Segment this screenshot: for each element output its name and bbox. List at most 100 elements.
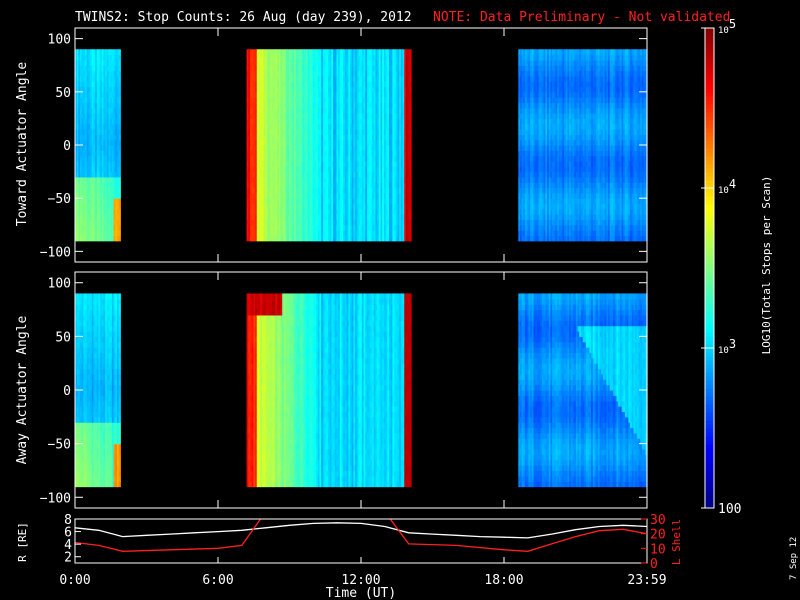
heatmap-cell	[248, 155, 251, 162]
heatmap-cell	[78, 70, 81, 77]
heatmap-cell	[287, 113, 290, 120]
heatmap-cell	[83, 160, 86, 167]
heatmap-cell	[283, 166, 287, 173]
heatmap-cell	[101, 224, 105, 231]
heatmap-cell	[108, 176, 111, 183]
heatmap-cell	[98, 86, 101, 93]
heatmap-cell	[96, 49, 100, 56]
heatmap-cell	[78, 187, 81, 194]
heatmap-cell	[115, 166, 118, 173]
heatmap-cell	[86, 214, 90, 221]
heatmap-cell	[113, 155, 116, 162]
heatmap-cell	[288, 150, 292, 157]
heatmap-cell	[270, 65, 273, 72]
heatmap-cell	[106, 208, 110, 215]
heatmap-cell	[105, 97, 108, 104]
heatmap-cell	[266, 134, 270, 141]
heatmap-cell	[249, 118, 253, 125]
heatmap-cell	[90, 102, 93, 109]
heatmap-cell	[78, 134, 81, 141]
heatmap-cell	[268, 102, 271, 109]
heatmap-cell	[265, 59, 268, 66]
heatmap-cell	[288, 182, 292, 189]
heatmap-cell	[261, 59, 265, 66]
heatmap-cell	[287, 49, 290, 56]
heatmap-cell	[270, 171, 273, 178]
heatmap-cell	[106, 70, 110, 77]
heatmap-cell	[256, 208, 260, 215]
heatmap-cell	[86, 134, 90, 141]
heatmap-cell	[101, 145, 105, 151]
heatmap-cell	[273, 86, 277, 93]
heatmap-cell	[288, 235, 292, 242]
heatmap-cell	[85, 97, 88, 104]
heatmap-cell	[266, 86, 270, 93]
heatmap-cell	[76, 113, 79, 120]
heatmap-cell	[96, 91, 100, 98]
heatmap-cell	[98, 219, 101, 226]
chart-title: TWINS2: Stop Counts: 26 Aug (day 239), 2…	[75, 10, 412, 25]
heatmap-cell	[80, 123, 83, 130]
heatmap-cell	[255, 214, 258, 221]
heatmap-cell	[108, 203, 111, 210]
heatmap-column	[105, 49, 108, 242]
heatmap-cell	[273, 97, 277, 104]
heatmap-cell	[91, 59, 95, 66]
heatmap-cell	[280, 145, 283, 151]
heatmap-cell	[113, 224, 116, 231]
heatmap-cell	[253, 113, 256, 120]
heatmap-cell	[95, 129, 98, 135]
heatmap-cell	[95, 145, 98, 151]
heatmap-cell	[90, 235, 93, 242]
heatmap-cell	[76, 203, 79, 210]
heatmap-cell	[409, 208, 412, 215]
heatmap-cell	[249, 171, 253, 178]
heatmap-cell	[266, 192, 270, 199]
heatmap-cell	[256, 97, 260, 104]
heatmap-cell	[255, 59, 258, 66]
heatmap-cell	[263, 102, 266, 109]
heatmap-cell	[113, 97, 116, 104]
heatmap-cell	[248, 166, 251, 173]
heatmap-cell	[288, 145, 292, 151]
heatmap-cell	[113, 65, 116, 72]
heatmap-cell	[263, 150, 266, 157]
heatmap-column	[263, 49, 266, 242]
heatmap-cell	[91, 81, 95, 88]
heatmap-cell	[101, 208, 105, 215]
heatmap-cell	[90, 187, 93, 194]
heatmap-cell	[249, 75, 253, 82]
heatmap-cell	[83, 145, 86, 151]
heatmap-cell	[78, 182, 81, 189]
heatmap-cell	[118, 113, 121, 120]
heatmap-cell	[268, 208, 271, 215]
heatmap-cell	[253, 75, 256, 82]
heatmap-cell	[105, 113, 108, 120]
heatmap-cell	[116, 203, 120, 210]
heatmap-cell	[93, 235, 96, 242]
heatmap-cell	[103, 107, 106, 114]
heatmap-cell	[78, 75, 81, 82]
heatmap-cell	[101, 235, 105, 242]
heatmap-cell	[93, 192, 96, 199]
heatmap-cell	[282, 155, 285, 162]
heatmap-cell	[83, 65, 86, 72]
heatmap-column	[282, 49, 285, 242]
heatmap-cell	[93, 145, 96, 151]
heatmap-cell	[285, 235, 288, 242]
heatmap-cell	[100, 81, 103, 88]
heatmap-cell	[251, 59, 254, 66]
heatmap-cell	[287, 65, 290, 72]
heatmap-cell	[90, 198, 93, 205]
heatmap-cell	[76, 176, 79, 183]
heatmap-cell	[265, 150, 268, 157]
heatmap-cell	[285, 224, 288, 231]
heatmap-cell	[263, 214, 266, 221]
heatmap-cell	[275, 54, 278, 61]
heatmap-cell	[76, 150, 79, 157]
heatmap-cell	[88, 176, 91, 183]
heatmap-cell	[409, 224, 412, 231]
heatmap-cell	[260, 70, 263, 77]
heatmap-cell	[116, 176, 120, 183]
heatmap-cell	[255, 102, 258, 109]
